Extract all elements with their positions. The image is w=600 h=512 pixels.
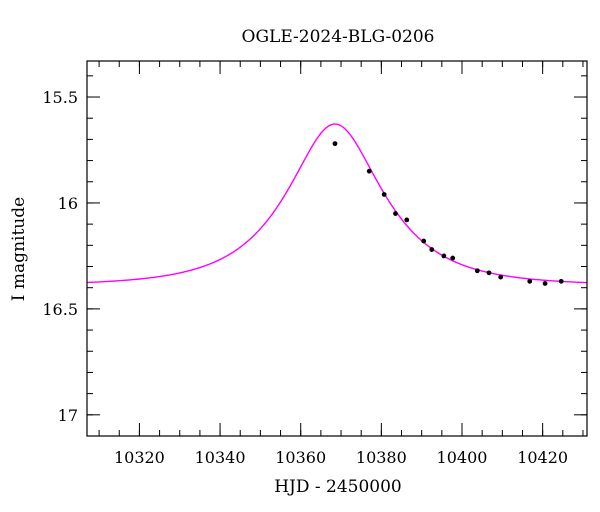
x-tick-label: 10380	[356, 448, 407, 467]
data-marker	[381, 192, 387, 197]
x-tick-label: 10400	[437, 448, 488, 467]
data-point	[450, 255, 456, 261]
data-point	[498, 274, 504, 280]
data-point	[474, 268, 480, 274]
data-marker	[527, 278, 533, 284]
model-curve	[87, 123, 587, 284]
plot-area	[87, 123, 587, 286]
data-point	[527, 278, 533, 284]
y-tick-label: 17	[58, 406, 78, 425]
data-point	[486, 270, 492, 276]
x-tick-label: 10360	[275, 448, 326, 467]
y-tick-label: 16	[58, 194, 78, 213]
data-marker	[441, 253, 447, 259]
data-marker	[421, 238, 427, 244]
data-marker	[474, 268, 480, 274]
x-tick-label: 10420	[517, 448, 568, 467]
data-marker	[429, 247, 435, 252]
data-point	[393, 211, 398, 216]
data-point	[558, 278, 564, 284]
data-point	[381, 192, 387, 197]
data-marker	[498, 274, 504, 280]
data-marker	[404, 217, 410, 223]
y-axis-label: I magnitude	[9, 197, 29, 301]
x-tick-label: 10340	[195, 448, 246, 467]
plot-frame	[86, 60, 588, 437]
data-marker	[450, 255, 456, 261]
x-tick-label: 10320	[114, 448, 165, 467]
data-marker	[332, 141, 338, 147]
data-point	[421, 238, 427, 244]
data-point	[332, 141, 338, 147]
data-point	[366, 168, 372, 174]
data-point	[542, 281, 548, 286]
data-marker	[366, 168, 372, 174]
data-point	[429, 247, 435, 252]
chart-title: OGLE-2024-BLG-0206	[242, 27, 435, 47]
data-point	[441, 253, 447, 259]
data-marker	[542, 281, 548, 286]
data-marker	[486, 270, 492, 276]
data-marker	[558, 278, 564, 284]
x-axis-label: HJD - 2450000	[274, 477, 402, 497]
y-tick-label: 15.5	[42, 88, 78, 107]
y-tick-label: 16.5	[42, 300, 78, 319]
data-point	[404, 217, 410, 223]
axis-ticks	[87, 61, 587, 437]
data-marker	[393, 211, 398, 216]
tick-labels: 10320 10340 10360 10380 10400 10420 15.5 16 16.5…	[42, 88, 568, 467]
